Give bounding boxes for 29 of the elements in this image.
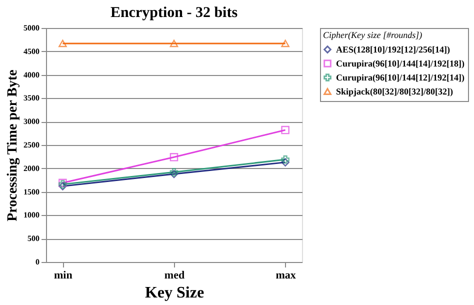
point [281,40,290,48]
legend-label: Curupira(96[10]/144[14]/192[18]) [336,58,464,68]
x-tick-label: min [54,270,72,282]
y-tick-label: 5000 [24,24,40,32]
x-axis-title: Key Size [144,284,204,302]
y-tick-label: 2000 [24,164,40,173]
legend-label: Skipjack(80[32]/80[32]/80[32]) [336,86,453,96]
y-tick-label: 3000 [24,117,40,126]
y-tick-label: 4000 [24,70,40,80]
point [281,126,290,134]
y-tick-label: 2500 [24,140,40,150]
legend-title: Cipher(Key size [#rounds]) [323,30,422,40]
point [58,40,67,48]
point [281,155,290,164]
x-tick-label: max [276,270,296,282]
point [281,158,290,166]
legend-label: AES(128[10]/192[12]/256[14]) [336,44,450,54]
point [170,153,178,162]
y-tick-label: 1000 [24,210,40,220]
point [170,40,178,48]
y-tick-label: 4500 [24,46,40,56]
x-tick-label: med [164,270,185,282]
legend-label: Curupira(96[10]/144[12]/192[14]) [336,72,464,82]
y-tick-label: 1500 [24,187,40,196]
chart-title: Encryption - 32 bits [110,5,238,21]
y-tick-label: 0 [36,258,40,266]
y-tick-label: 3500 [24,94,40,103]
y-tick-label: 500 [28,234,40,244]
y-axis-title: Processing Time per Byte [6,70,20,222]
